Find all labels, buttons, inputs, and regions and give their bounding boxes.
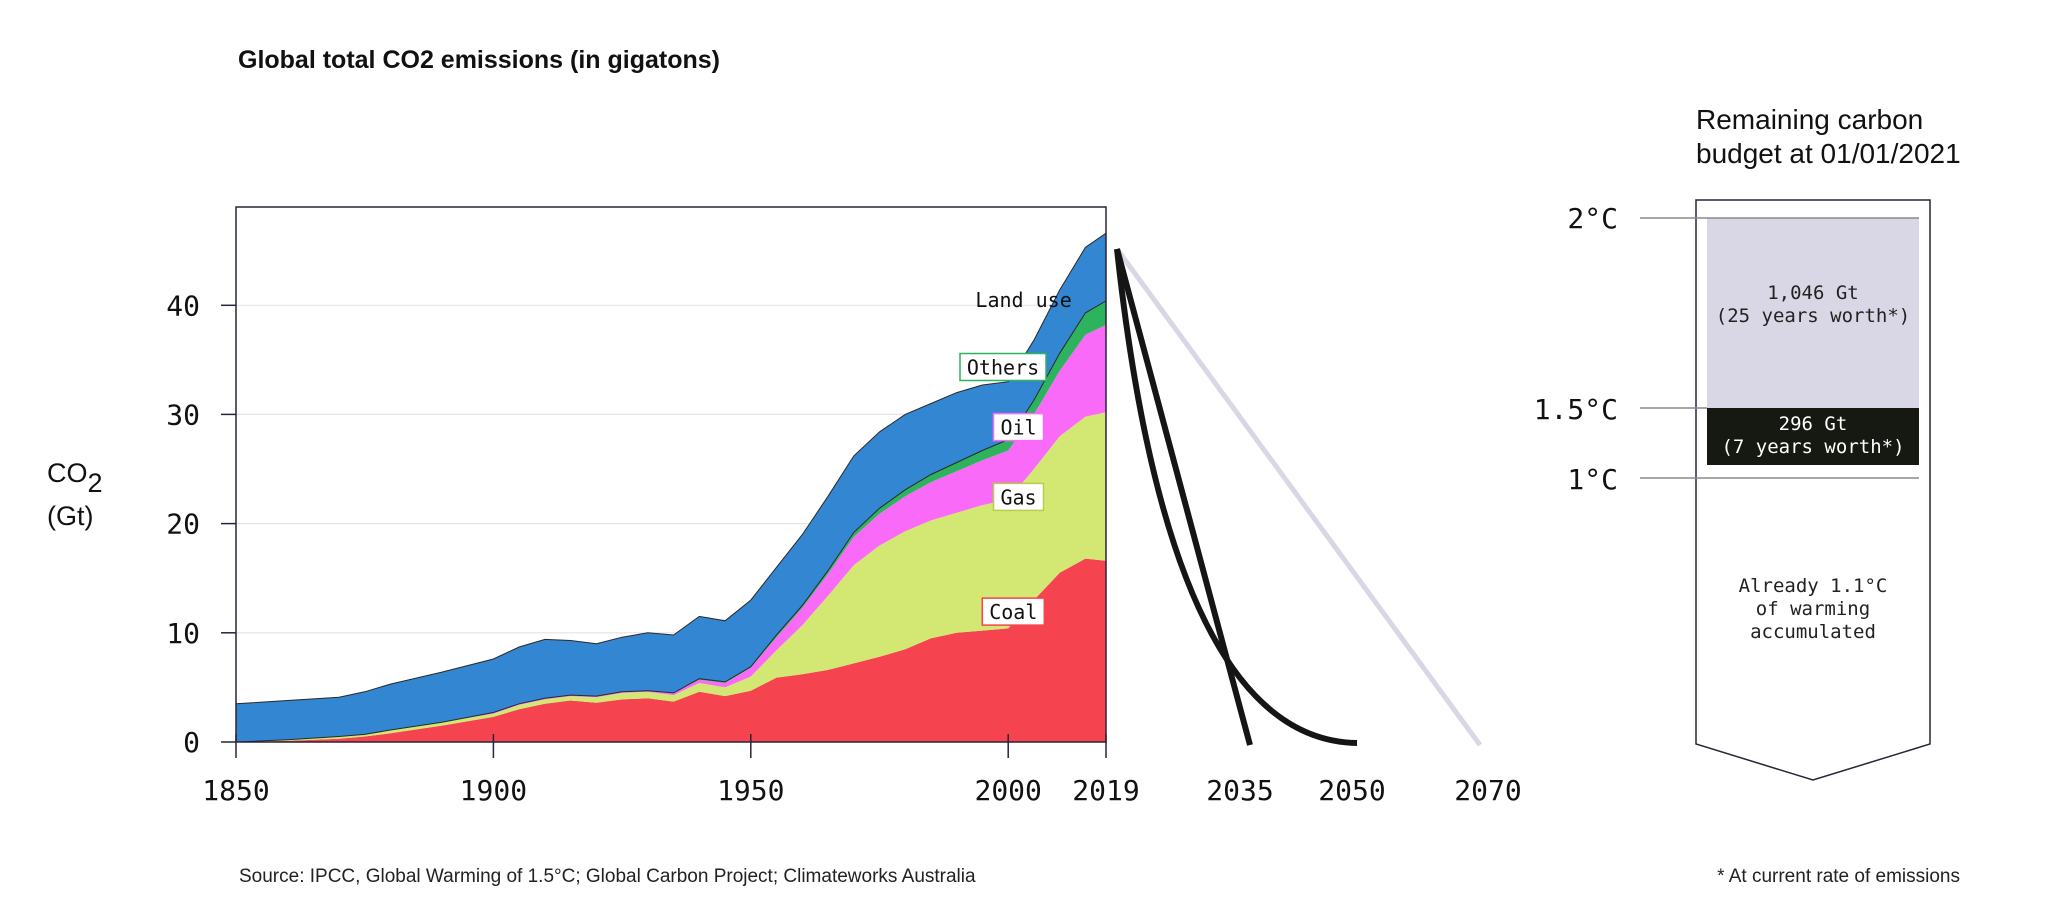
area-label-box-oil bbox=[992, 412, 1045, 442]
budget-2c-amount: 1,046 Gt bbox=[1767, 282, 1859, 304]
area-label-box-coal bbox=[981, 597, 1046, 626]
projection-year-labels: 2035 2050 2070 bbox=[1206, 774, 1521, 807]
chart-title: Global total CO2 emissions (in gigatons) bbox=[238, 46, 720, 74]
y-axis-ticks: 0 10 20 30 40 bbox=[166, 289, 236, 759]
area-label-others: Others bbox=[967, 356, 1039, 380]
level-1c-label: 1°C bbox=[1567, 463, 1618, 496]
y-tick-label-10: 10 bbox=[166, 617, 200, 650]
pathway-2035-line bbox=[1114, 248, 1253, 746]
y-tick-label-40: 40 bbox=[166, 289, 200, 322]
x-tick-label-2000: 2000 bbox=[974, 774, 1041, 807]
area-label-land-use: Land use bbox=[975, 288, 1071, 312]
x-tick-label-2019: 2019 bbox=[1072, 774, 1139, 807]
budget-2c-segment bbox=[1707, 218, 1919, 408]
source-note: Source: IPCC, Global Warming of 1.5°C; G… bbox=[239, 866, 976, 887]
pathway-2070-line bbox=[1114, 247, 1483, 747]
projection-year-2035: 2035 bbox=[1206, 774, 1273, 807]
area-label-box-others bbox=[959, 352, 1047, 382]
budget-container bbox=[1695, 199, 1931, 781]
y-axis-unit: (Gt) bbox=[47, 501, 94, 531]
accumulated-line-1: Already 1.1°C bbox=[1739, 575, 1888, 597]
area-coal bbox=[236, 558, 1106, 742]
x-tick-label-1950: 1950 bbox=[717, 774, 784, 807]
emission-pathways bbox=[1114, 247, 1483, 747]
area-label-oil: Oil bbox=[1000, 416, 1036, 440]
x-tick-label-1900: 1900 bbox=[460, 774, 527, 807]
footnote: * At current rate of emissions bbox=[1717, 866, 1960, 887]
y-axis-label-main: CO bbox=[47, 458, 88, 488]
x-axis-ticks: 1850 1900 1950 2000 2019 bbox=[202, 734, 1140, 807]
projection-year-2070: 2070 bbox=[1454, 774, 1521, 807]
level-2c-label: 2°C bbox=[1567, 202, 1618, 235]
plot-border bbox=[235, 206, 1107, 743]
budget-15c-years: (7 years worth*) bbox=[1721, 436, 1904, 458]
area-labels: Land use Others Oil Gas Coal bbox=[959, 288, 1072, 626]
budget-title-line-1: Remaining carbon bbox=[1696, 104, 1923, 135]
y-tick-label-0: 0 bbox=[183, 726, 200, 759]
y-tick-label-30: 30 bbox=[166, 398, 200, 431]
area-label-gas: Gas bbox=[1000, 485, 1036, 509]
budget-15c-amount: 296 Gt bbox=[1779, 413, 1848, 435]
budget-2c-years: (25 years worth*) bbox=[1716, 305, 1910, 327]
accumulated-line-2: of warming bbox=[1756, 598, 1870, 620]
accumulated-line-3: accumulated bbox=[1750, 621, 1876, 643]
budget-15c-segment bbox=[1707, 408, 1919, 465]
pathway-2050-line bbox=[1114, 248, 1358, 746]
budget-title-line-2: budget at 01/01/2021 bbox=[1696, 138, 1961, 169]
area-label-coal: Coal bbox=[989, 600, 1037, 624]
area-gas bbox=[236, 412, 1106, 742]
projection-year-2050: 2050 bbox=[1318, 774, 1385, 807]
area-label-box-gas bbox=[992, 482, 1045, 512]
plot-frame bbox=[235, 206, 1107, 743]
y-axis-label: CO2 bbox=[47, 458, 103, 498]
y-tick-label-20: 20 bbox=[166, 508, 200, 541]
y-axis-label-subscript: 2 bbox=[88, 468, 103, 498]
level-15c-label: 1.5°C bbox=[1534, 393, 1618, 426]
x-tick-label-1850: 1850 bbox=[202, 774, 269, 807]
